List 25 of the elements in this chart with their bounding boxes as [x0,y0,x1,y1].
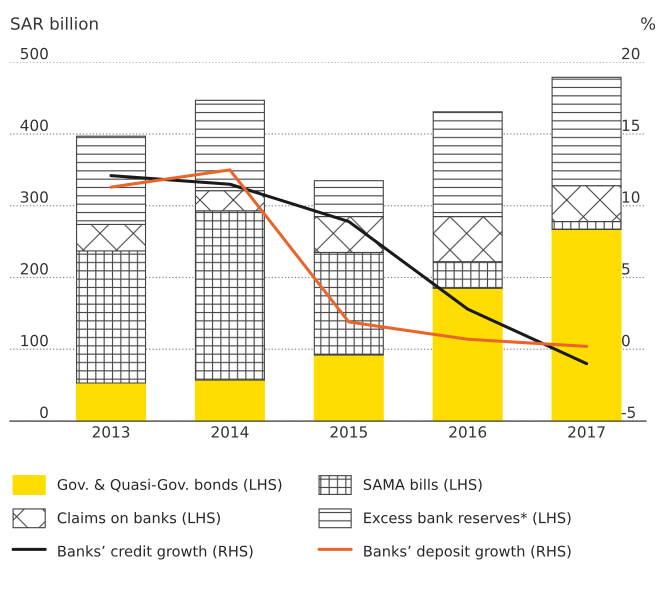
y2-tick-label: 0 [622,334,630,346]
legend-label: Banks’ credit growth (RHS) [58,545,253,560]
y2-tick-label: -5 [622,406,635,418]
y-tick-label: 300 [20,191,48,203]
y-axis-title: SAR billion [11,16,98,30]
y2-tick-label: 20 [622,48,640,60]
x-tick-label: 2015 [330,426,367,438]
y2-axis-title: % [641,17,656,30]
y-tick-label: 400 [20,120,48,132]
y-tick-label: 200 [20,263,48,275]
y2-tick-label: 5 [622,263,630,275]
legend-label: Excess bank reserves* (LHS) [364,512,571,526]
x-tick-label: 2017 [568,426,605,438]
y-tick-label: 100 [21,334,48,346]
x-tick-label: 2016 [449,426,486,438]
legend-label: Banks’ deposit growth (RHS) [364,545,571,560]
x-tick-label: 2013 [92,426,130,438]
y-tick-label: 0 [40,406,48,418]
legend-label: SAMA bills (LHS) [364,478,482,492]
y-tick-label: 500 [20,48,48,60]
y2-tick-label: 10 [622,191,640,203]
legend-label: Gov. & Quasi-Gov. bonds (LHS) [58,478,282,492]
x-tick-label: 2014 [212,426,249,438]
legend-label: Claims on banks (LHS) [58,512,220,526]
y2-tick-label: 15 [622,120,640,132]
